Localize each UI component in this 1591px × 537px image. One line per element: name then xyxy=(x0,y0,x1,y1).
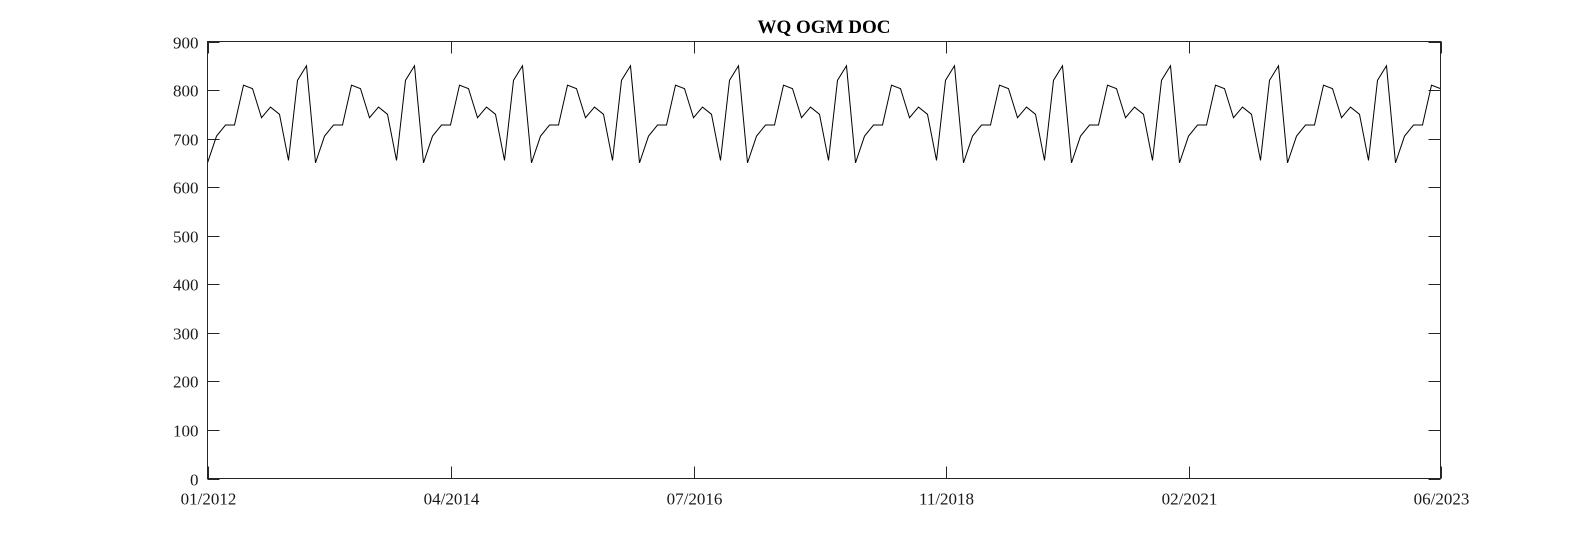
x-axis: 01/2012 04/2014 07/2016 11/2018 02/2021 06/20… xyxy=(181,41,1470,509)
series-line xyxy=(207,64,1441,479)
x-tick-label: 11/2018 xyxy=(919,490,974,509)
y-tick-label: 500 xyxy=(173,228,199,247)
x-tick-label: 06/2023 xyxy=(1414,490,1470,509)
y-tick-label: 400 xyxy=(173,276,199,295)
y-tick-label: 200 xyxy=(173,373,199,392)
y-tick-label: 0 xyxy=(190,471,199,490)
plot-area-frame xyxy=(207,41,1441,479)
y-tick-label: 300 xyxy=(173,325,199,344)
x-tick-label: 07/2016 xyxy=(667,490,723,509)
chart-title: WQ OGM DOC xyxy=(758,17,891,38)
y-tick-label: 800 xyxy=(173,82,199,101)
y-tick-label: 100 xyxy=(173,422,199,441)
x-tick-label: 04/2014 xyxy=(424,490,480,509)
x-tick-label: 02/2021 xyxy=(1162,490,1218,509)
x-tick-label: 01/2012 xyxy=(181,490,237,509)
y-axis: 0 100 200 300 400 500 600 700 800 900 xyxy=(173,34,1441,490)
y-tick-label: 900 xyxy=(173,34,199,53)
y-tick-label: 700 xyxy=(173,131,199,150)
y-tick-label: 600 xyxy=(173,179,199,198)
